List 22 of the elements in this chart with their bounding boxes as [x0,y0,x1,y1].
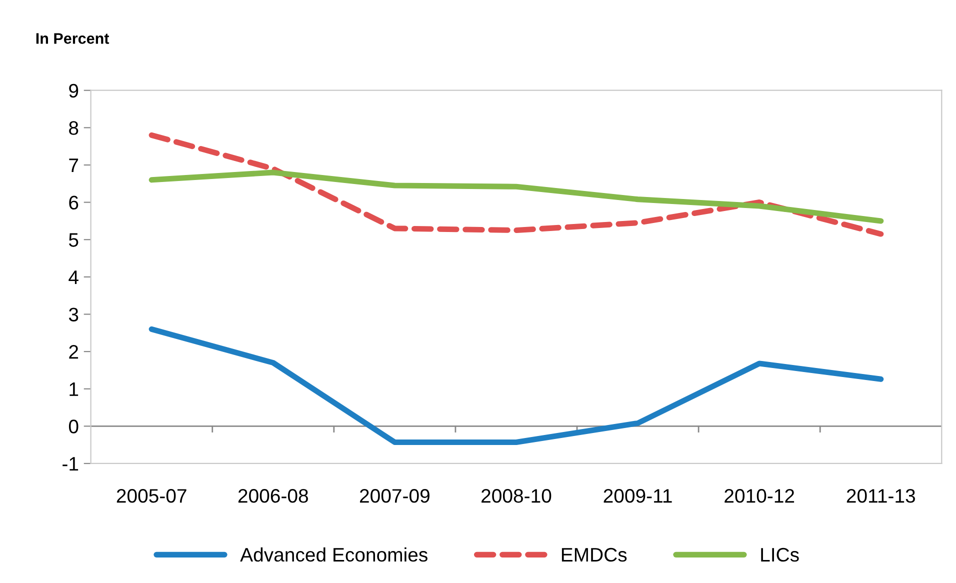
x-tick-label: 2005-07 [116,489,186,503]
y-tick-label: 9 [69,84,78,98]
y-tick-label: -1 [62,457,78,471]
y-tick-label: 0 [68,420,78,434]
y-tick-label: 4 [68,270,78,284]
y-tick-label: 7 [69,158,78,172]
legend-label: LICs [761,548,799,562]
y-tick-label: 2 [69,345,78,359]
legend-label: Advanced Economies [240,547,428,562]
y-tick-label: 8 [69,121,78,135]
x-tick-label: 2011-13 [846,489,915,503]
y-axis-title: In Percent [36,33,110,44]
y-tick-label: 5 [68,233,78,247]
y-tick-label: 3 [68,308,78,322]
x-tick-label: 2010-12 [724,489,794,503]
x-tick-label: 2007-09 [360,489,430,503]
x-tick-label: 2009-11 [604,489,672,503]
legend-label: EMDCs [562,548,627,562]
x-tick-label: 2006-08 [238,489,308,503]
y-tick-label: 6 [69,196,78,210]
y-tick-label: 1 [70,382,78,396]
x-tick-label: 2008-10 [482,489,552,503]
